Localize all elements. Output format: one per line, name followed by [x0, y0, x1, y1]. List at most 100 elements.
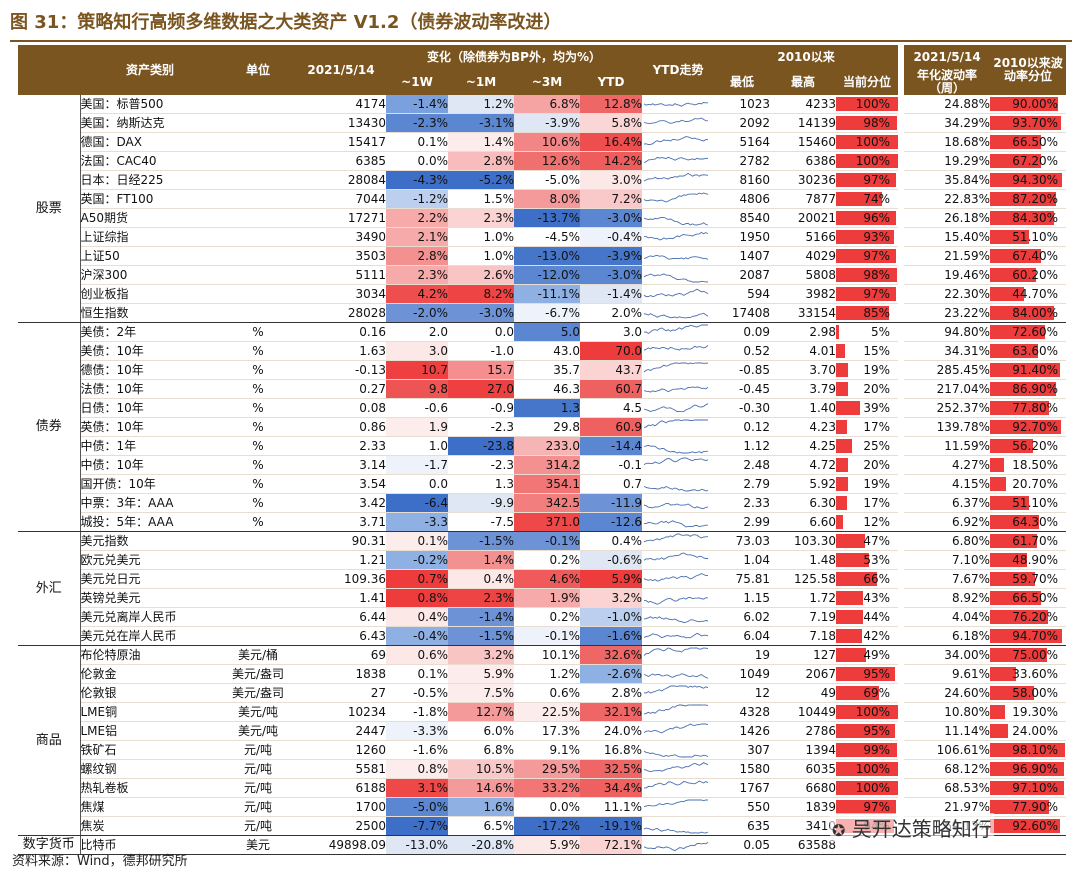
volatility-percentile-text: 90.00% — [1012, 97, 1059, 111]
asset-value: 5581 — [296, 759, 386, 779]
column-gap — [898, 398, 905, 418]
asset-name: LME铝 — [80, 721, 220, 741]
percentile-bar — [836, 135, 899, 149]
table-row: 伦敦金 美元/盎司 1838 0.1% 5.9% 1.2% -2.6% 1049 2067 95%… — [18, 664, 1067, 684]
asset-unit: % — [220, 436, 296, 456]
sparkline-svg — [643, 485, 709, 492]
asset-name: 德国：DAX — [80, 132, 220, 152]
table-row: 上证综指 3490 2.1% 1.0% -4.5% -0.4% 1950 5166 93% 15.… — [18, 227, 1067, 247]
asset-name: 英国：FT100 — [80, 189, 220, 209]
percentile-text: 47% — [863, 534, 891, 548]
low-since-2010: 12 — [714, 683, 771, 703]
change-3m: 29.5% — [514, 759, 580, 779]
asset-unit — [220, 531, 296, 551]
percentile-bar — [836, 363, 848, 377]
percentile-bar — [836, 686, 879, 700]
change-1m: 0.0 — [448, 322, 514, 342]
volatility-bar — [990, 591, 1041, 605]
change-3m: 29.8 — [514, 417, 580, 437]
high-since-2010: 4029 — [770, 246, 837, 266]
volatility-percentile-text: 98.10% — [1012, 743, 1059, 757]
category-cell: 债券 — [18, 322, 81, 532]
ytd-sparkline — [642, 284, 715, 304]
asset-unit: 美元/吨 — [220, 702, 296, 722]
table-row: 外汇 美元指数 90.31 0.1% -1.5% -0.1% 0.4% 73.03 103.30… — [18, 531, 1067, 646]
high-since-2010: 3410 — [770, 816, 837, 836]
current-percentile: 98% — [836, 265, 899, 285]
header-high: 最高 — [770, 69, 837, 95]
asset-name: 焦炭 — [80, 816, 220, 836]
table-row: 恒生指数 28028 -2.0% -3.0% -6.7% 2.0% 17408 33154 85… — [18, 303, 1067, 323]
change-3m: 0.2% — [514, 550, 580, 570]
asset-value: 5111 — [296, 265, 386, 285]
percentile-text: 95% — [863, 724, 891, 738]
asset-name: 美元指数 — [80, 531, 220, 551]
column-gap — [898, 170, 905, 190]
sparkline-svg — [643, 673, 709, 679]
change-1m: 8.2% — [448, 284, 514, 304]
header-ytd: YTD — [580, 69, 643, 95]
percentile-text: 100% — [855, 97, 891, 111]
current-percentile: 53% — [836, 550, 899, 570]
volatility-percentile: 98.10% — [990, 740, 1067, 760]
volatility-percentile: 94.70% — [990, 626, 1067, 646]
ytd-sparkline — [642, 702, 715, 722]
volatility-percentile: 51.10% — [990, 493, 1067, 513]
low-since-2010: 1.04 — [714, 550, 771, 570]
annualized-volatility: 94.80% — [904, 322, 991, 342]
current-percentile: 25% — [836, 436, 899, 456]
change-ytd: 60.9 — [580, 417, 643, 437]
percentile-text: 20% — [863, 458, 891, 472]
volatility-percentile: 67.20% — [990, 151, 1067, 171]
current-percentile: 85% — [836, 303, 899, 323]
volatility-percentile: 61.70% — [990, 531, 1067, 551]
asset-name: 焦煤 — [80, 797, 220, 817]
volatility-percentile-text: 94.70% — [1012, 629, 1059, 643]
asset-unit: % — [220, 379, 296, 399]
ytd-sparkline — [642, 607, 715, 627]
asset-value: -0.13 — [296, 360, 386, 380]
change-3m: 22.5% — [514, 702, 580, 722]
low-since-2010: 1.15 — [714, 588, 771, 608]
sparkline-svg — [643, 444, 709, 454]
column-gap — [898, 531, 905, 551]
ytd-sparkline — [642, 227, 715, 247]
current-percentile: 95% — [836, 664, 899, 684]
annualized-volatility: 252.37% — [904, 398, 991, 418]
high-since-2010: 4.72 — [770, 455, 837, 475]
change-ytd: 0.7 — [580, 474, 643, 494]
high-since-2010: 6386 — [770, 151, 837, 171]
annualized-volatility: 68.53% — [904, 778, 991, 798]
annualized-volatility: 34.00% — [904, 645, 991, 665]
change-3m: 342.5 — [514, 493, 580, 513]
column-gap — [898, 702, 905, 722]
low-since-2010: 8540 — [714, 208, 771, 228]
percentile-bar — [836, 572, 877, 586]
volatility-percentile: 92.70% — [990, 417, 1067, 437]
high-since-2010: 20021 — [770, 208, 837, 228]
annualized-volatility: 4.15% — [904, 474, 991, 494]
change-1w: 0.0 — [386, 474, 448, 494]
volatility-percentile-text: 63.60% — [1012, 344, 1059, 358]
percentile-bar — [836, 439, 852, 453]
percentile-text: 43% — [863, 591, 891, 605]
table-body: 股票 美国：标普500 4174 -1.4% 1.2% 6.8% 12.8% 1023 4233… — [18, 95, 1067, 855]
volatility-percentile-text: 91.40% — [1012, 363, 1059, 377]
percentile-text: 19% — [863, 477, 891, 491]
low-since-2010: 1407 — [714, 246, 771, 266]
asset-unit — [220, 151, 296, 171]
volatility-percentile: 94.30% — [990, 170, 1067, 190]
annualized-volatility: 22.83% — [904, 189, 991, 209]
header-vol-pct: 2010以来波动率分位 — [990, 45, 1067, 95]
change-1w: -1.6% — [386, 740, 448, 760]
percentile-bar — [836, 610, 864, 624]
asset-value: 10234 — [296, 702, 386, 722]
change-ytd: -3.0% — [580, 208, 643, 228]
change-1m: -1.5% — [448, 531, 514, 551]
volatility-percentile: 58.00% — [990, 683, 1067, 703]
volatility-percentile: 66.50% — [990, 588, 1067, 608]
volatility-percentile-text: 84.00% — [1012, 306, 1059, 320]
volatility-percentile: 92.60% — [990, 816, 1067, 836]
change-ytd: 3.0% — [580, 170, 643, 190]
percentile-text: 98% — [863, 268, 891, 282]
